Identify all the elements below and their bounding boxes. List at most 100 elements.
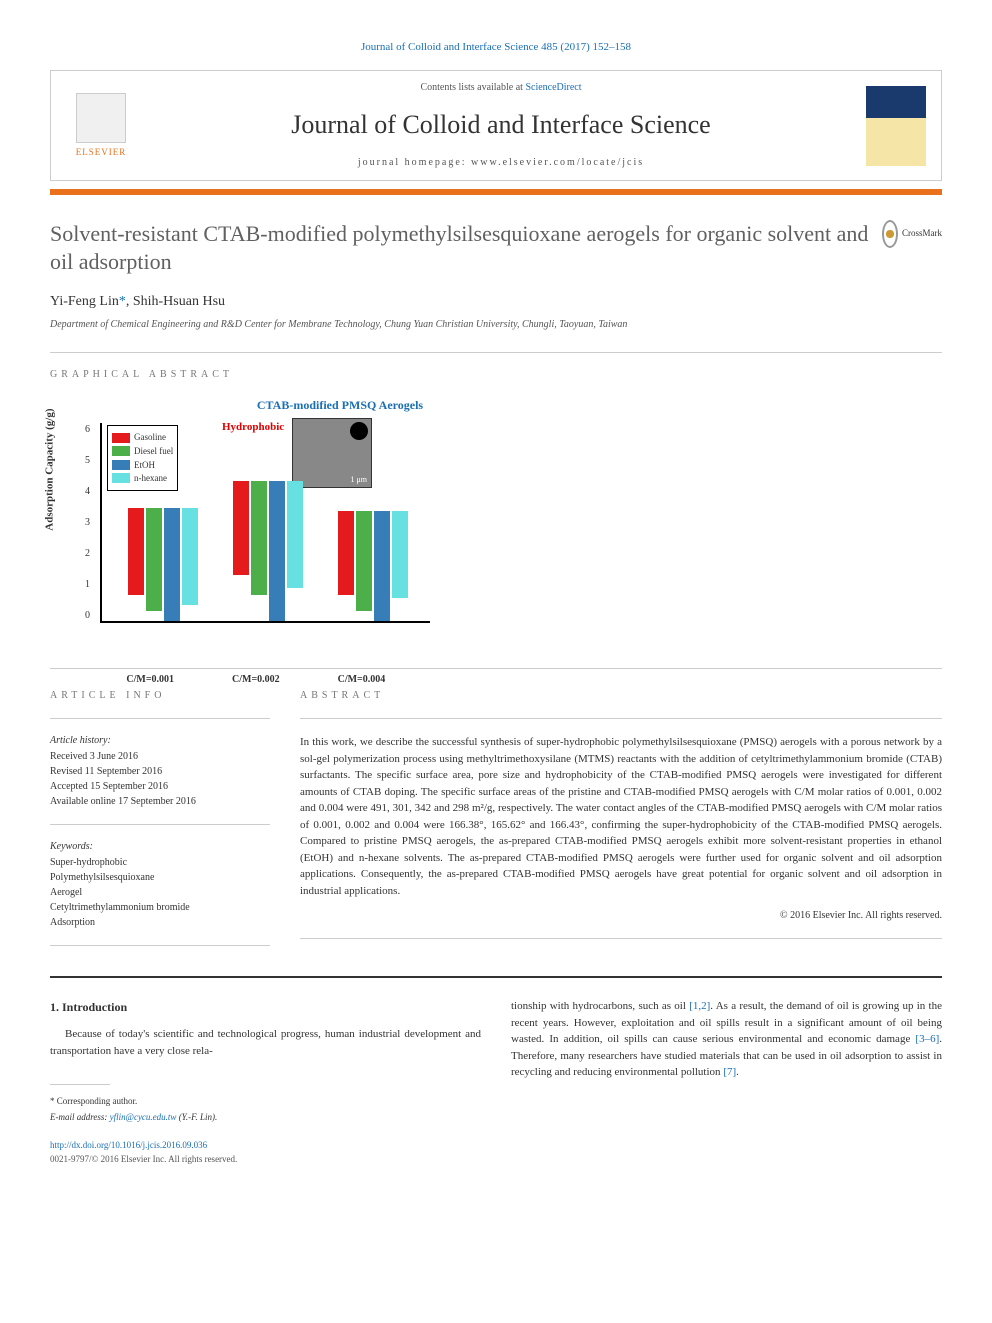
doi-link[interactable]: http://dx.doi.org/10.1016/j.jcis.2016.09… [50,1140,207,1150]
email-label: E-mail address: [50,1112,110,1122]
chart-bar [269,481,285,621]
y-tick: 1 [65,578,90,592]
journal-cover-thumbnail [866,86,926,166]
crossmark-icon [882,220,898,248]
legend-label: EtOH [134,459,155,472]
doi-line: http://dx.doi.org/10.1016/j.jcis.2016.09… [50,1139,481,1153]
legend-label: Diesel fuel [134,445,173,458]
chart-bar [164,508,180,621]
bar-group [338,511,408,621]
legend-label: n-hexane [134,472,167,485]
abstract-column: ABSTRACT In this work, we describe the s… [300,689,942,961]
elsevier-logo: ELSEVIER [66,91,136,161]
y-tick: 0 [65,609,90,623]
chart-bar [251,481,267,594]
legend-item: Gasoline [112,431,173,444]
contents-line: Contents lists available at ScienceDirec… [136,81,866,95]
info-abstract-row: ARTICLE INFO Article history: Received 3… [50,689,942,961]
keyword-item: Cetyltrimethylammonium bromide [50,901,270,915]
chart-title: CTAB-modified PMSQ Aerogels [230,397,450,414]
homepage-prefix: journal homepage: [358,157,471,168]
sem-scale-bar: 1 μm [350,474,367,485]
ref-link-3[interactable]: [7] [723,1066,736,1078]
keywords-heading: Keywords: [50,840,270,854]
history-item: Received 3 June 2016 [50,750,270,764]
legend-item: Diesel fuel [112,445,173,458]
header-center: Contents lists available at ScienceDirec… [136,81,866,169]
graphical-abstract-label: GRAPHICAL ABSTRACT [50,368,942,382]
x-axis-label: C/M=0.001 [126,673,174,687]
y-tick: 5 [65,454,90,468]
legend-item: n-hexane [112,472,173,485]
hydrophobic-annotation: Hydrophobic [222,420,284,435]
email-suffix: (Y.-F. Lin). [176,1112,217,1122]
intro-text-4: . [736,1066,739,1078]
intro-paragraph-left: Because of today's scientific and techno… [50,1026,481,1059]
footer-block: * Corresponding author. E-mail address: … [50,1084,481,1166]
ref-link-1[interactable]: [1,2] [689,1000,710,1012]
bar-group [128,508,198,621]
elsevier-label: ELSEVIER [76,146,127,159]
keyword-item: Aerogel [50,886,270,900]
chart-bar [392,511,408,598]
crossmark-label: CrossMark [902,227,942,240]
intro-paragraph-right: tionship with hydrocarbons, such as oil … [511,998,942,1081]
divider [50,824,270,825]
chart-bar [146,508,162,611]
chart-plot: GasolineDiesel fuelEtOHn-hexane Hydropho… [100,423,430,623]
corresponding-marker[interactable]: * [119,294,126,309]
history-item: Available online 17 September 2016 [50,795,270,809]
y-axis-label: Adsorption Capacity (g/g) [42,409,57,531]
email-link[interactable]: yflin@cycu.edu.tw [110,1112,177,1122]
chart-area: Adsorption Capacity (g/g) 6543210 Gasoli… [100,423,450,653]
divider [50,668,942,669]
intro-row: 1. Introduction Because of today's scien… [50,998,942,1166]
keyword-item: Polymethylsilsesquioxane [50,871,270,885]
chart-bar [128,508,144,595]
keyword-item: Super-hydrophobic [50,856,270,870]
divider [50,352,942,353]
journal-header-citation: Journal of Colloid and Interface Science… [50,40,942,55]
bar-group [233,481,303,621]
intro-col-left: 1. Introduction Because of today's scien… [50,998,481,1166]
legend-swatch [112,473,130,483]
sciencedirect-link[interactable]: ScienceDirect [525,82,581,93]
intro-col-right: tionship with hydrocarbons, such as oil … [511,998,942,1166]
journal-title: Journal of Colloid and Interface Science [136,107,866,143]
footnote-divider [50,1084,110,1085]
elsevier-tree-icon [76,93,126,143]
divider [300,718,942,719]
orange-divider-bar [50,189,942,195]
chart-bar [233,481,249,574]
journal-header-box: ELSEVIER Contents lists available at Sci… [50,70,942,180]
crossmark-badge[interactable]: CrossMark [882,220,942,248]
graphical-abstract: CTAB-modified PMSQ Aerogels Adsorption C… [50,397,942,654]
y-tick: 3 [65,516,90,530]
affiliation: Department of Chemical Engineering and R… [50,318,942,332]
x-axis-label: C/M=0.002 [232,673,280,687]
keywords-list: Super-hydrophobicPolymethylsilsesquioxan… [50,856,270,930]
chart-container: CTAB-modified PMSQ Aerogels Adsorption C… [50,397,450,654]
article-title-row: Solvent-resistant CTAB-modified polymeth… [50,220,942,292]
chart-bar [356,511,372,611]
homepage-line: journal homepage: www.elsevier.com/locat… [136,156,866,170]
ref-link-2[interactable]: [3–6] [915,1033,939,1045]
history-item: Revised 11 September 2016 [50,765,270,779]
homepage-url: www.elsevier.com/locate/jcis [471,157,644,168]
y-axis-ticks: 6543210 [65,423,90,623]
authors-line: Yi-Feng Lin*, Shih-Hsuan Hsu [50,292,942,312]
y-tick: 2 [65,547,90,561]
chart-bar [287,481,303,588]
chart-bar [182,508,198,605]
email-line: E-mail address: yflin@cycu.edu.tw (Y.-F.… [50,1111,481,1125]
y-tick: 6 [65,423,90,437]
intro-heading: 1. Introduction [50,998,481,1016]
article-info-label: ARTICLE INFO [50,689,270,703]
sem-inset-image: 1 μm [292,418,372,488]
divider [50,945,270,946]
x-axis-label: C/M=0.004 [338,673,386,687]
legend-label: Gasoline [134,431,166,444]
divider [50,718,270,719]
corresponding-author-note: * Corresponding author. [50,1095,481,1109]
author-1: Yi-Feng Lin [50,294,119,309]
